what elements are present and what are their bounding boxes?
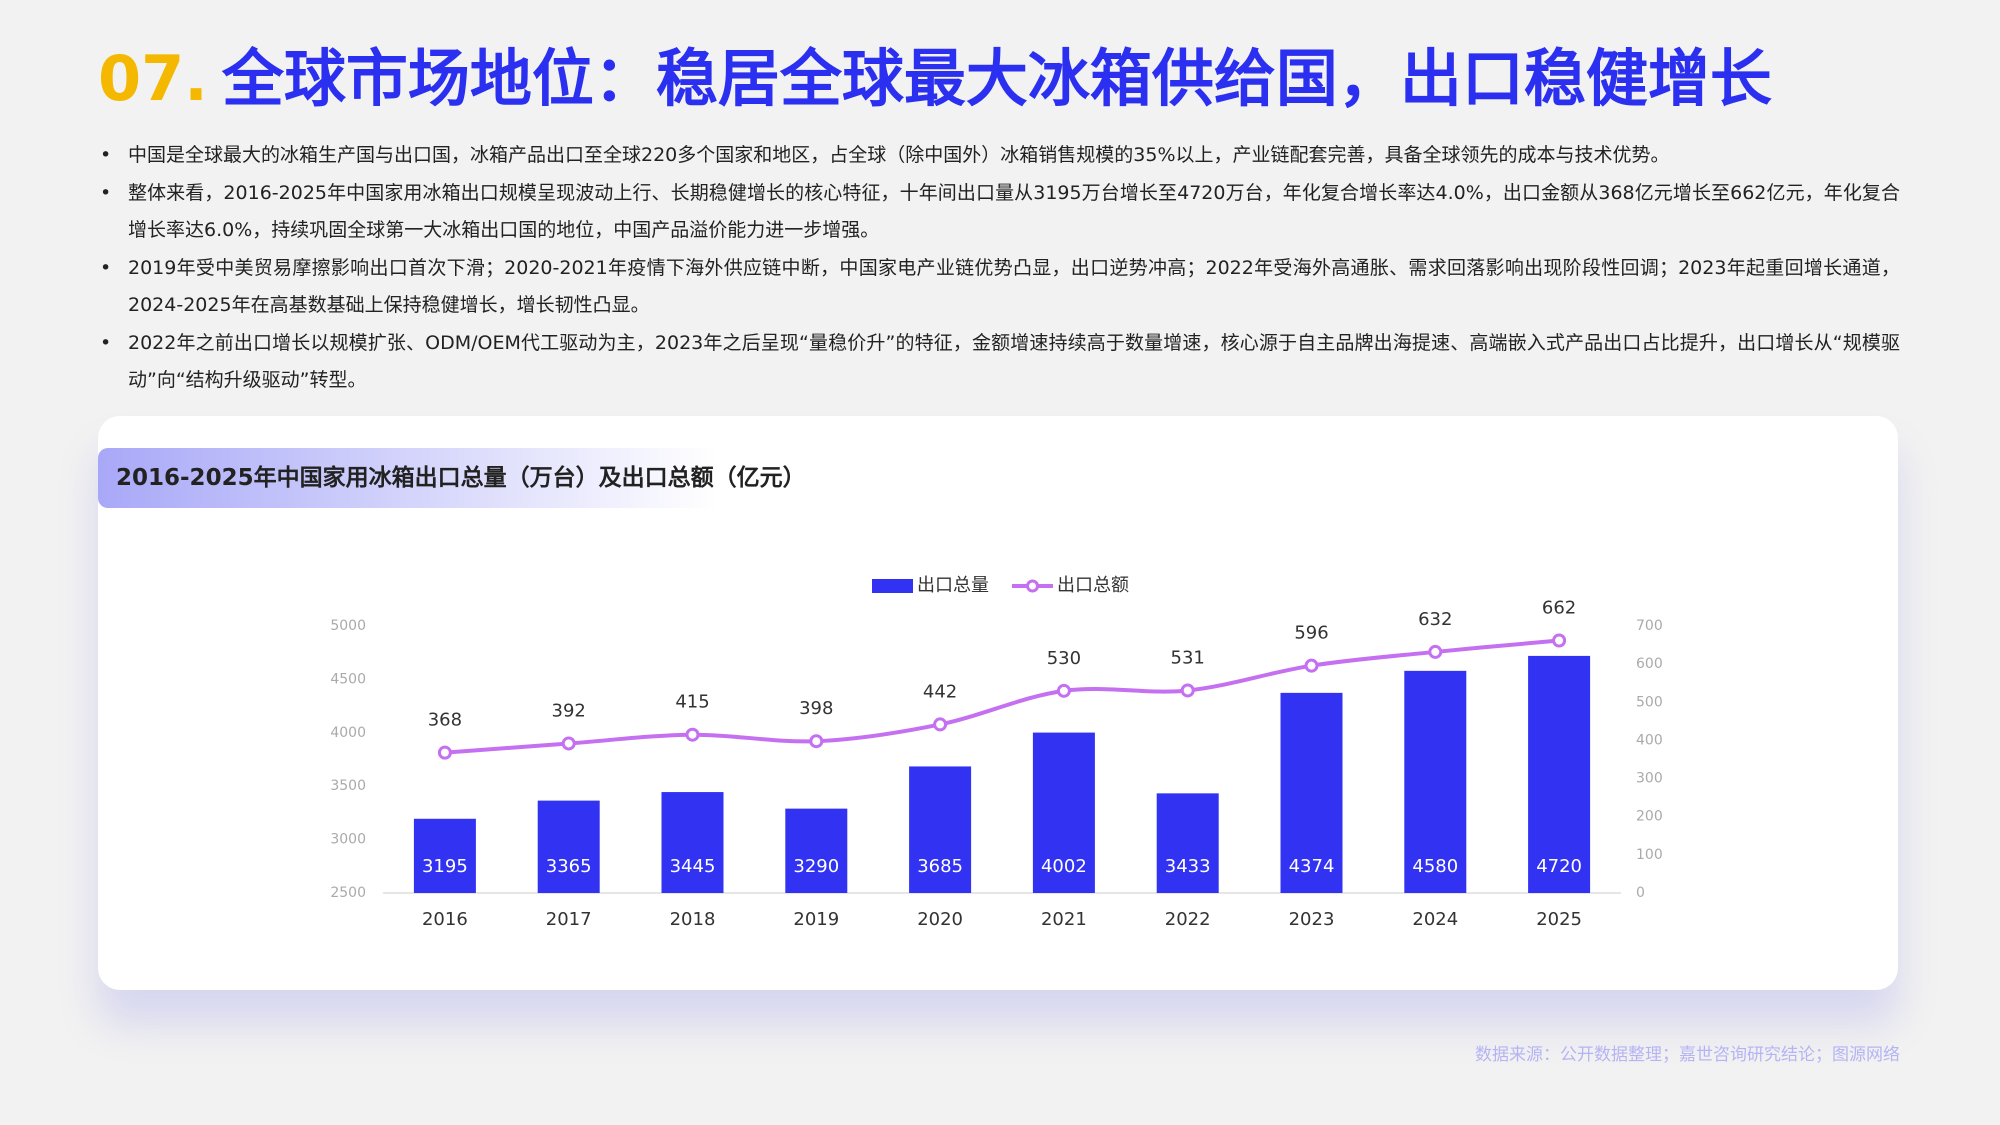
bullets: 中国是全球最大的冰箱生产国与出口国，冰箱产品出口至全球220多个国家和地区，占全… [98,137,1900,400]
legend-label: 出口总量 [917,575,989,596]
y-tick-label: 2500 [330,885,366,901]
x-tick-label: 2025 [1536,909,1582,930]
bar-value-label: 3685 [917,856,963,877]
line-value-label: 662 [1542,597,1576,618]
line-point [809,734,824,749]
line-point [1304,658,1319,673]
line-point [1552,633,1567,648]
y2-tick-label: 0 [1636,885,1645,901]
header-title: 全球市场地位：稳居全球最大冰箱供给国，出口稳健增长 [221,42,1772,115]
bar [1404,670,1467,893]
line [444,638,1560,755]
x-tick-label: 2022 [1165,909,1211,930]
bar-value-label: 3433 [1165,856,1211,877]
line-value-label: 442 [923,681,957,702]
y2-tick-label: 400 [1636,732,1663,748]
y2-tick-label: 500 [1636,694,1663,710]
bullet: 2019年受中美贸易摩擦影响出口首次下滑；2020-2021年疫情下海外供应链中… [98,250,1900,325]
legend-swatch [1026,579,1039,593]
bar [785,808,848,893]
bar-value-label: 3290 [793,856,839,877]
line-value-label: 392 [552,700,586,721]
line-point [561,736,576,751]
bar-value-label: 4720 [1536,856,1582,877]
bar [413,818,476,893]
line-value-label: 415 [675,692,709,713]
line-point [1180,683,1195,698]
line-point [1428,644,1443,659]
bar [1280,692,1343,893]
y-tick-label: 5000 [330,618,366,634]
y-tick-label: 4000 [330,725,366,741]
header: 07. 全球市场地位：稳居全球最大冰箱供给国，出口稳健增长 [98,28,1772,118]
y-tick-label: 3000 [330,832,366,848]
bar-value-label: 4002 [1041,856,1087,877]
line-value-label: 596 [1294,623,1328,644]
y-tick-label: 3500 [330,778,366,794]
bar-value-label: 3195 [422,856,468,877]
bar-value-label: 4374 [1289,856,1335,877]
bar-value-label: 3445 [670,856,716,877]
bar [1528,655,1591,893]
bar-value-label: 3365 [546,856,592,877]
bar [537,800,600,893]
line-value-label: 368 [428,710,462,731]
line-value-label: 531 [1171,647,1205,668]
y-tick-label: 4500 [330,671,366,687]
y2-tick-label: 700 [1636,618,1663,634]
source: 数据来源：公开数据整理；嘉世咨询研究结论；图源网络 [1475,1045,1900,1065]
x-tick-label: 2019 [793,909,839,930]
line-point [933,717,948,732]
x-tick-label: 2021 [1041,909,1087,930]
bullet: 中国是全球最大的冰箱生产国与出口国，冰箱产品出口至全球220多个国家和地区，占全… [98,137,1900,175]
bar [1156,793,1219,893]
y2-tick-label: 200 [1636,809,1663,825]
header-number: 07. [98,42,208,115]
x-tick-label: 2016 [422,909,468,930]
chart-title: 2016-2025年中国家用冰箱出口总量（万台）及出口总额（亿元） [98,448,806,508]
x-tick-label: 2017 [546,909,592,930]
y2-tick-label: 100 [1636,847,1663,863]
line-point [1056,683,1071,698]
bar-value-label: 4580 [1412,856,1458,877]
bar [661,792,724,893]
bar [1032,732,1095,893]
y2-tick-label: 300 [1636,771,1663,787]
bullet: 2022年之前出口增长以规模扩张、ODM/OEM代工驱动为主，2023年之后呈现… [98,325,1900,400]
line-point [437,745,452,760]
legend-swatch [872,579,913,593]
line-value-label: 632 [1418,609,1452,630]
legend-label: 出口总额 [1057,575,1129,596]
x-tick-label: 2023 [1289,909,1335,930]
bullet: 整体来看，2016-2025年中国家用冰箱出口规模呈现波动上行、长期稳健增长的核… [98,175,1900,250]
x-tick-label: 2024 [1412,909,1458,930]
y2-tick-label: 600 [1636,656,1663,672]
line-point [685,727,700,742]
line-value-label: 398 [799,698,833,719]
x-tick-label: 2018 [670,909,716,930]
chart-card [98,416,1898,990]
x-tick-label: 2020 [917,909,963,930]
line-value-label: 530 [1047,648,1081,669]
bar [909,766,972,893]
